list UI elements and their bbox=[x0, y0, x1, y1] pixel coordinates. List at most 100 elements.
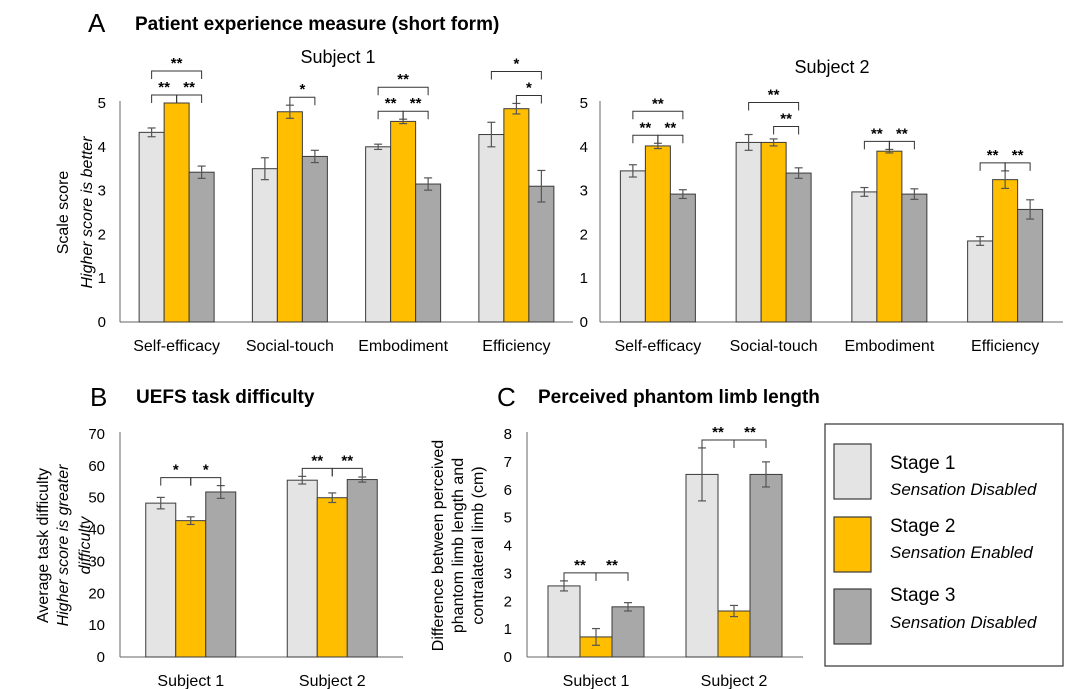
bar bbox=[346, 479, 378, 658]
significance-bracket bbox=[595, 572, 629, 581]
significance-bracket bbox=[151, 94, 178, 103]
legend-swatch-stage-3 bbox=[833, 588, 872, 645]
significance-marker: ** bbox=[606, 557, 618, 574]
bar bbox=[390, 120, 417, 323]
y-tick-label: 5 bbox=[580, 95, 588, 112]
significance-bracket bbox=[490, 70, 542, 80]
chart-title: Subject 1 bbox=[300, 47, 375, 67]
significance-marker: * bbox=[526, 79, 532, 96]
y-tick-label: 4 bbox=[98, 139, 106, 156]
y-tick-label: 4 bbox=[504, 538, 512, 555]
significance-bracket bbox=[632, 134, 659, 144]
significance-marker: ** bbox=[780, 111, 792, 128]
y-axis-label: Scale score bbox=[55, 171, 72, 255]
significance-bracket bbox=[773, 126, 800, 135]
x-tick-label: Subject 1 bbox=[563, 673, 630, 689]
bar bbox=[478, 134, 505, 323]
x-tick-label: Social-touch bbox=[246, 338, 334, 355]
panel-a-title: Patient experience measure (short form) bbox=[135, 14, 499, 35]
y-tick-label: 4 bbox=[580, 139, 588, 156]
y-tick-label: 10 bbox=[88, 617, 105, 634]
bar bbox=[316, 497, 348, 658]
x-tick-label: Efficiency bbox=[971, 338, 1039, 355]
bar bbox=[749, 473, 783, 658]
chart-panel-a-subject-1: Subject 1 Scale score Higher score is bett… bbox=[55, 47, 573, 355]
significance-bracket bbox=[515, 94, 542, 104]
significance-bracket bbox=[160, 477, 192, 486]
y-tick-label: 5 bbox=[504, 510, 512, 527]
y-tick-label: 1 bbox=[580, 270, 588, 287]
significance-marker: ** bbox=[896, 125, 908, 142]
bar bbox=[967, 240, 994, 323]
legend-note-stage-3: Sensation Disabled bbox=[890, 613, 1037, 632]
x-tick-label: Subject 2 bbox=[701, 673, 768, 689]
bar bbox=[188, 171, 215, 323]
bar bbox=[685, 473, 719, 658]
significance-marker: * bbox=[513, 55, 519, 72]
y-tick-label: 2 bbox=[98, 226, 106, 243]
y-axis-label: phantom limb length and bbox=[450, 458, 467, 633]
significance-marker: ** bbox=[768, 87, 780, 104]
bar bbox=[876, 150, 903, 323]
bar bbox=[301, 155, 328, 323]
bar bbox=[619, 170, 646, 323]
legend-label-stage-2: Stage 2 bbox=[890, 516, 956, 537]
y-tick-label: 8 bbox=[504, 426, 512, 443]
bar bbox=[276, 111, 303, 323]
x-tick-label: Self-efficacy bbox=[614, 338, 701, 355]
y-axis-label: Higher score is better bbox=[79, 136, 96, 289]
significance-marker: ** bbox=[183, 79, 195, 96]
legend-swatch-stage-2 bbox=[833, 516, 872, 573]
bar bbox=[760, 141, 787, 323]
x-tick-label: Efficiency bbox=[482, 338, 550, 355]
y-axis-label: Average task difficulty bbox=[35, 468, 52, 623]
y-tick-label: 0 bbox=[97, 649, 105, 666]
bar bbox=[251, 168, 278, 323]
significance-marker: ** bbox=[158, 79, 170, 96]
y-tick-label: 3 bbox=[98, 183, 106, 200]
panel-b-letter: B bbox=[90, 382, 107, 412]
significance-marker: ** bbox=[871, 125, 883, 142]
significance-bracket bbox=[632, 110, 684, 120]
significance-bracket bbox=[748, 102, 800, 111]
y-tick-label: 3 bbox=[504, 565, 512, 582]
significance-marker: ** bbox=[1012, 147, 1024, 164]
y-axis-label: contralateral limb (cm) bbox=[470, 466, 487, 624]
bar bbox=[415, 183, 442, 323]
bar bbox=[1017, 208, 1044, 323]
bar bbox=[735, 141, 762, 323]
y-tick-label: 1 bbox=[504, 621, 512, 638]
significance-bracket bbox=[402, 110, 429, 120]
x-tick-label: Embodiment bbox=[844, 338, 934, 355]
significance-marker: * bbox=[203, 462, 209, 479]
bar bbox=[175, 520, 207, 658]
bar bbox=[851, 191, 878, 323]
significance-bracket bbox=[888, 140, 915, 150]
y-tick-label: 3 bbox=[580, 183, 588, 200]
y-tick-label: 0 bbox=[504, 649, 512, 666]
x-tick-label: Self-efficacy bbox=[133, 338, 220, 355]
y-tick-label: 20 bbox=[88, 585, 105, 602]
bar bbox=[138, 131, 165, 323]
x-tick-label: Subject 1 bbox=[157, 673, 224, 689]
significance-bracket bbox=[190, 477, 222, 486]
bar bbox=[644, 145, 671, 323]
y-tick-label: 50 bbox=[88, 490, 105, 507]
significance-marker: ** bbox=[744, 424, 756, 441]
significance-bracket bbox=[289, 96, 316, 106]
x-tick-label: Embodiment bbox=[358, 338, 448, 355]
bar bbox=[286, 479, 318, 658]
legend-label-stage-1: Stage 1 bbox=[890, 453, 956, 474]
bar bbox=[992, 179, 1019, 323]
y-tick-label: 0 bbox=[98, 314, 106, 331]
significance-marker: ** bbox=[665, 119, 677, 136]
bar bbox=[163, 102, 190, 323]
bar bbox=[901, 193, 928, 323]
significance-marker: * bbox=[299, 81, 305, 98]
significance-bracket bbox=[863, 140, 890, 150]
significance-marker: ** bbox=[410, 95, 422, 112]
y-tick-label: 5 bbox=[98, 95, 106, 112]
x-tick-label: Social-touch bbox=[730, 338, 818, 355]
significance-bracket bbox=[377, 86, 429, 96]
